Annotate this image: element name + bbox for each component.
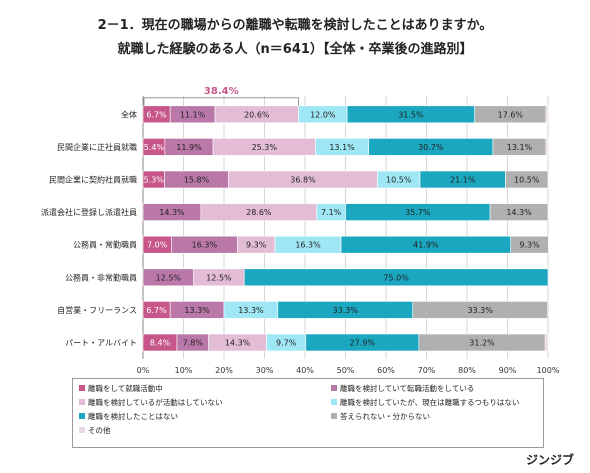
category-label: 自営業・フリーランス (57, 305, 137, 315)
data-label: 33.3% (333, 306, 359, 315)
data-label: 13.3% (184, 306, 210, 315)
legend-label: 離職を検討したことはない (88, 412, 178, 421)
chart-legend: 離職をして就職活動中 離職を検討していて転職活動をしている離職を検討しているが活動… (72, 378, 544, 448)
x-tick-label: 100% (537, 366, 560, 375)
data-label: 16.3% (192, 241, 218, 250)
bar-segment (243, 268, 549, 287)
data-label: 11.1% (180, 110, 206, 119)
data-label: 8.4% (150, 339, 171, 348)
bar-segment (510, 235, 549, 254)
bar-segment (545, 105, 549, 124)
data-label: 31.5% (398, 110, 424, 119)
x-tick-label: 90% (499, 366, 517, 375)
data-label: 9.7% (276, 339, 297, 348)
legend-item: 答えられない・分からない (331, 411, 430, 422)
data-label: 25.3% (252, 143, 278, 152)
data-label: 6.7% (146, 110, 167, 119)
x-tick-label: 20% (215, 366, 233, 375)
data-label: 75.0% (383, 273, 409, 282)
category-label: 公務員・非常勤職員 (65, 272, 137, 282)
data-label: 21.1% (450, 176, 476, 185)
legend-swatch (331, 413, 337, 419)
data-label: 12.0% (310, 110, 336, 119)
data-label: 36.8% (290, 176, 316, 185)
data-label: 35.7% (405, 208, 431, 217)
data-label: 10.5% (514, 176, 540, 185)
data-label: 9.3% (246, 241, 267, 250)
data-label: 13.1% (329, 143, 355, 152)
legend-swatch (79, 413, 85, 419)
legend-swatch (331, 385, 337, 391)
chart-title-line1: 2－1．現在の職場からの離職や転職を検討したことはありますか。 (97, 18, 493, 33)
data-label: 28.6% (246, 208, 272, 217)
category-label: 公務員・常勤職員 (73, 240, 137, 250)
data-label: 5.3% (144, 176, 165, 185)
legend-label: 答えられない・分からない (340, 412, 430, 421)
bar-segment (505, 170, 549, 189)
annotation-label: 38.4% (204, 86, 239, 97)
data-label: 30.7% (418, 143, 444, 152)
category-label: パート・アルバイト (65, 339, 137, 348)
x-tick-label: 80% (458, 366, 476, 375)
chart-title-line2: 就職した経験のある人（n＝641）【全体・卒業後の進路別】 (117, 42, 473, 57)
data-label: 7.8% (183, 339, 204, 348)
legend-item: 離職をして就職活動中 (79, 383, 163, 394)
bar-segment (489, 203, 549, 221)
legend-swatch (79, 427, 85, 433)
data-label: 31.2% (469, 339, 495, 348)
data-label: 41.9% (413, 241, 439, 250)
x-tick-label: 40% (296, 366, 314, 375)
legend-item: 離職を検討しているが活動はしていない (79, 397, 223, 408)
data-label: 12.5% (156, 273, 182, 282)
brand-logo-text: ジンジブ (525, 453, 574, 467)
data-label: 9.3% (519, 241, 540, 250)
annotation-bracket (143, 97, 300, 106)
x-tick-label: 70% (418, 366, 436, 375)
legend-label: 離職を検討していたが、現在は離職するつもりはない (340, 398, 520, 407)
data-label: 14.3% (225, 339, 251, 348)
legend-label: 離職を検討していて転職活動をしている (340, 384, 475, 393)
legend-item: その他 (79, 425, 111, 436)
data-label: 17.6% (498, 110, 524, 119)
data-label: 10.5% (386, 176, 412, 185)
data-label: 14.3% (506, 208, 532, 217)
bar-segment (412, 301, 548, 319)
bar-segment (545, 138, 549, 156)
legend-label: その他 (88, 426, 111, 435)
category-label: 民間企業に正社員就職 (57, 142, 137, 152)
data-label: 13.3% (238, 306, 264, 315)
x-tick-label: 50% (337, 366, 355, 375)
data-label: 20.6% (244, 110, 270, 119)
data-label: 27.9% (350, 339, 376, 348)
data-label: 6.7% (146, 306, 167, 315)
x-tick-label: 60% (377, 366, 395, 375)
data-label: 13.1% (507, 143, 533, 152)
data-label: 12.5% (206, 273, 232, 282)
data-label: 33.3% (467, 306, 493, 315)
data-label: 16.3% (295, 241, 321, 250)
bar-segment (544, 333, 549, 352)
legend-swatch (79, 385, 85, 391)
legend-item: 離職を検討していたが、現在は離職するつもりはない (331, 397, 519, 408)
x-tick-label: 0% (137, 366, 150, 375)
category-label: 派遣会社に登録し派遣社員 (41, 207, 137, 217)
data-label: 14.3% (159, 208, 185, 217)
data-label: 5.4% (144, 143, 165, 152)
x-tick-label: 10% (175, 366, 193, 375)
legend-label: 離職を検討しているが活動はしていない (88, 398, 223, 407)
category-label: 全体 (121, 109, 137, 119)
category-label: 民間企業に契約社員就職 (49, 175, 137, 185)
legend-item: 離職を検討したことはない (79, 411, 178, 422)
data-label: 7.1% (321, 208, 342, 217)
legend-label: 離職をして就職活動中 (88, 384, 163, 393)
data-label: 15.8% (184, 176, 210, 185)
data-label: 11.9% (176, 143, 202, 152)
x-tick-label: 30% (256, 366, 274, 375)
legend-swatch (331, 399, 337, 405)
legend-item: 離職を検討していて転職活動をしている (331, 383, 474, 394)
legend-swatch (79, 399, 85, 405)
data-label: 7.0% (147, 241, 168, 250)
